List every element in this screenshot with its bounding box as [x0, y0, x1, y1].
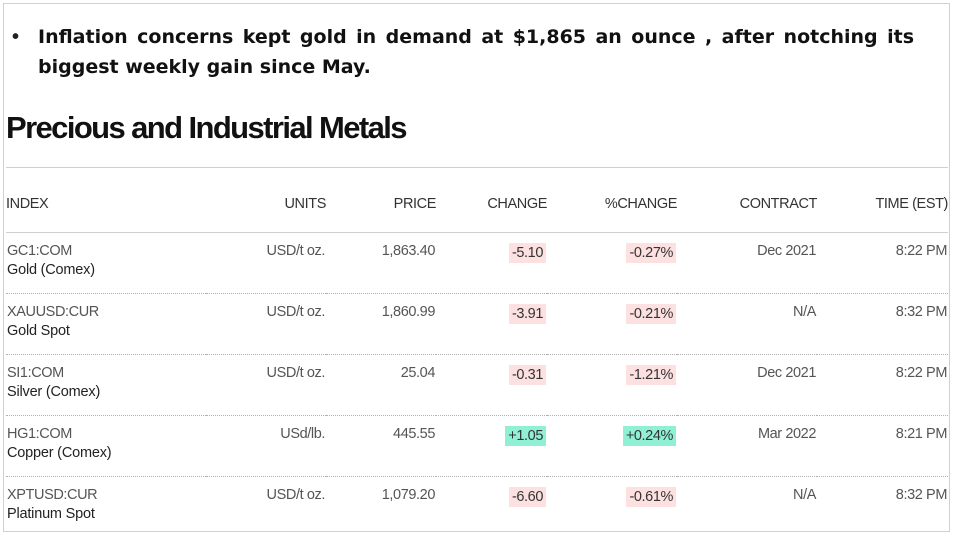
ticker-link[interactable]: HG1:COM: [7, 426, 72, 442]
contract-cell: N/A: [793, 487, 816, 503]
time-cell: 8:21 PM: [817, 415, 948, 477]
change-badge: -6.60: [508, 487, 546, 507]
units-cell: USd/lb.: [206, 415, 326, 477]
pct-change-badge: -0.27%: [626, 243, 676, 263]
ticker-link[interactable]: XPTUSD:CUR: [7, 487, 98, 503]
instrument-name: Silver (Comex): [7, 384, 101, 400]
column-header-contract[interactable]: CONTRACT: [677, 180, 817, 233]
price-cell: 1,863.40: [326, 232, 436, 294]
bullet-text: Inflation concerns kept gold in demand a…: [38, 26, 914, 78]
units-cell: USD/t oz.: [206, 293, 326, 355]
bullet-point: • Inflation concerns kept gold in demand…: [12, 22, 914, 82]
section-title: Precious and Industrial Metals: [6, 110, 408, 145]
table-row: GC1:COM Gold (Comex) USD/t oz. 1,863.40 -…: [6, 232, 948, 294]
contract-cell: Dec 2021: [677, 232, 817, 294]
title-divider: [6, 167, 948, 168]
price-cell: 1,860.99: [326, 293, 436, 355]
price-cell: 445.55: [326, 415, 436, 477]
table-header-row: INDEX UNITS PRICE CHANGE %CHANGE CONTRAC…: [6, 180, 948, 233]
time-cell: 8:22 PM: [817, 232, 948, 294]
column-header-pct-change[interactable]: %CHANGE: [547, 180, 677, 233]
bullet-icon: •: [12, 26, 20, 48]
change-badge: -5.10: [508, 243, 546, 263]
column-header-index[interactable]: INDEX: [6, 180, 206, 233]
contract-cell: Mar 2022: [677, 415, 817, 477]
metals-table: INDEX UNITS PRICE CHANGE %CHANGE CONTRAC…: [6, 180, 948, 538]
time-cell: 8:22 PM: [817, 354, 948, 416]
change-badge: +1.05: [505, 426, 546, 446]
table-row: SI1:COM Silver (Comex) USD/t oz. 25.04 -0…: [6, 354, 948, 416]
column-header-price[interactable]: PRICE: [326, 180, 436, 233]
units-cell: USD/t oz.: [266, 487, 326, 503]
table-row: XPTUSD:CUR Platinum Spot USD/t oz. 1,079.…: [6, 477, 948, 538]
time-cell: 8:32 PM: [817, 293, 948, 355]
price-cell: 25.04: [326, 354, 436, 416]
change-badge: -3.91: [508, 304, 546, 324]
pct-change-badge: -0.61%: [626, 487, 676, 507]
pct-change-badge: -0.21%: [626, 304, 676, 324]
ticker-link[interactable]: SI1:COM: [7, 365, 64, 381]
price-cell: 1,079.20: [381, 487, 436, 503]
slide-frame: [3, 3, 950, 532]
pct-change-badge: +0.24%: [622, 426, 676, 446]
instrument-name: Platinum Spot: [7, 506, 95, 522]
table-row: HG1:COM Copper (Comex) USd/lb. 445.55 +1.…: [6, 415, 948, 477]
contract-cell: N/A: [677, 293, 817, 355]
instrument-name: Copper (Comex): [7, 445, 112, 461]
ticker-link[interactable]: XAUUSD:CUR: [7, 304, 99, 320]
column-header-units[interactable]: UNITS: [206, 180, 326, 233]
instrument-name: Gold (Comex): [7, 262, 95, 278]
column-header-change[interactable]: CHANGE: [436, 180, 547, 233]
units-cell: USD/t oz.: [206, 232, 326, 294]
change-badge: -0.31: [508, 365, 546, 385]
units-cell: USD/t oz.: [206, 354, 326, 416]
ticker-link[interactable]: GC1:COM: [7, 243, 72, 259]
table-row: XAUUSD:CUR Gold Spot USD/t oz. 1,860.99 -…: [6, 293, 948, 355]
contract-cell: Dec 2021: [677, 354, 817, 416]
pct-change-badge: -1.21%: [626, 365, 676, 385]
time-cell: 8:32 PM: [895, 487, 948, 503]
column-header-time[interactable]: TIME (EST): [817, 180, 948, 233]
instrument-name: Gold Spot: [7, 323, 70, 339]
